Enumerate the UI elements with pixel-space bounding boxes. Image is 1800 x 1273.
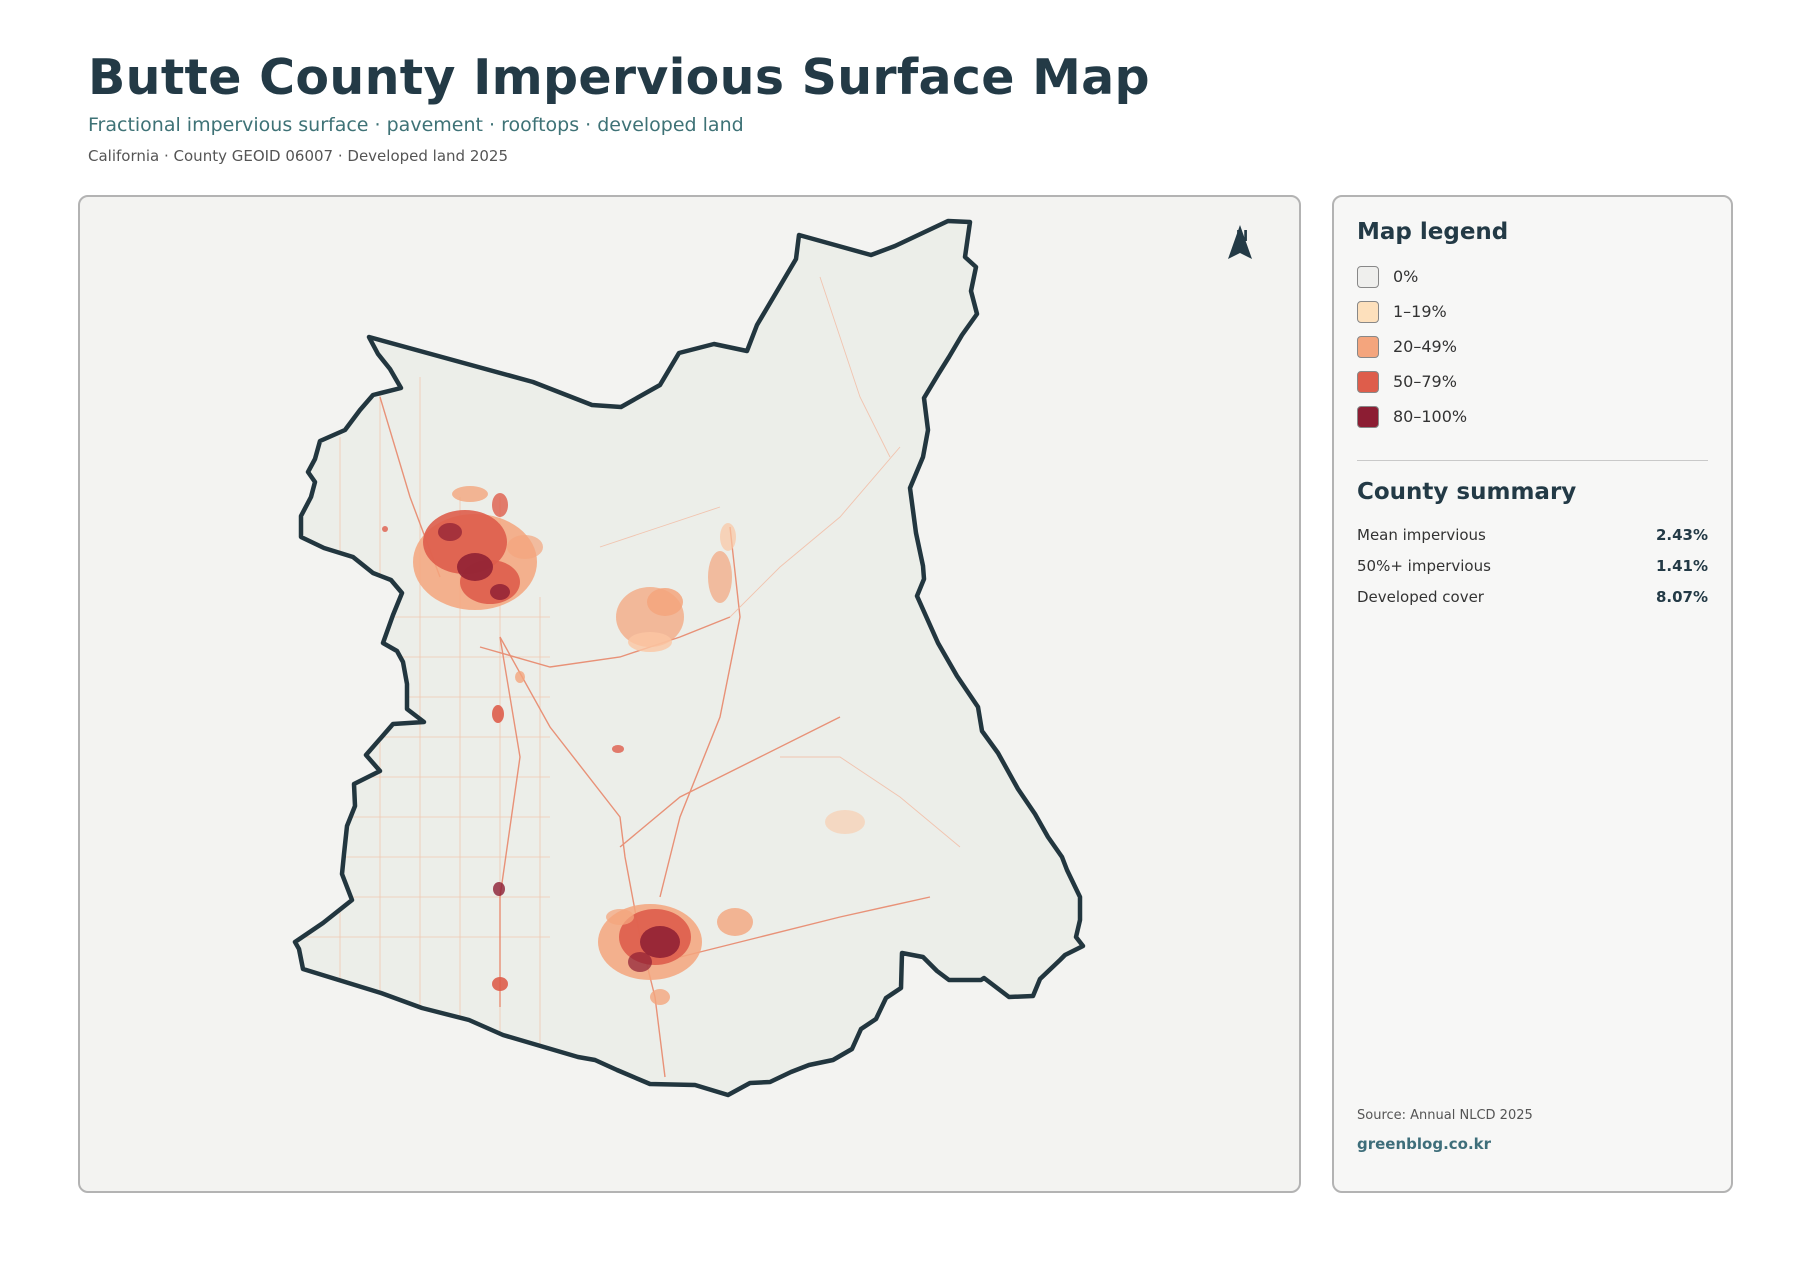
legend-swatch <box>1357 300 1379 323</box>
legend-item: 1–19% <box>1357 294 1708 329</box>
legend-label: 1–19% <box>1393 302 1447 321</box>
summary-title: County summary <box>1357 479 1577 505</box>
divider <box>1357 460 1708 461</box>
legend-item: 20–49% <box>1357 329 1708 364</box>
legend-item: 80–100% <box>1357 399 1708 434</box>
county-boundary <box>292 218 1086 1098</box>
summary-rows: Mean impervious 2.43% 50%+ impervious 1.41%… <box>1357 519 1708 612</box>
legend-label: 20–49% <box>1393 337 1457 356</box>
legend-label: 80–100% <box>1393 407 1468 426</box>
summary-value: 8.07% <box>1655 587 1708 606</box>
legend-swatch <box>1357 265 1379 288</box>
summary-value: 1.41% <box>1655 556 1708 575</box>
summary-label: Developed cover <box>1357 587 1484 606</box>
county-map <box>292 218 1086 1098</box>
legend-swatch <box>1357 405 1379 428</box>
legend-label: 50–79% <box>1393 372 1457 391</box>
legend-swatch <box>1357 370 1379 393</box>
summary-value: 2.43% <box>1655 525 1708 544</box>
legend-label: 0% <box>1393 267 1419 286</box>
north-arrow: N <box>1227 225 1257 259</box>
page-subtitle: Fractional impervious surface · pavement… <box>88 114 744 136</box>
county-land <box>295 221 1083 1095</box>
summary-row: Developed cover 8.07% <box>1357 581 1708 612</box>
urban-area-chico <box>413 486 543 610</box>
legend-item: 50–79% <box>1357 364 1708 399</box>
urban-area-oroville <box>598 904 753 1005</box>
summary-row: 50%+ impervious 1.41% <box>1357 550 1708 581</box>
summary-label: Mean impervious <box>1357 525 1486 544</box>
page-title: Butte County Impervious Surface Map <box>88 49 1150 106</box>
legend-item: 0% <box>1357 259 1708 294</box>
source-note: Source: Annual NLCD 2025 <box>1357 1108 1533 1123</box>
map-panel: N <box>78 195 1301 1193</box>
legend-swatch <box>1357 335 1379 358</box>
urban-area-paradise <box>616 523 736 652</box>
page-meta: California · County GEOID 06007 · Develo… <box>88 147 508 165</box>
header: Butte County Impervious Surface Map Frac… <box>88 48 1150 165</box>
legend-list: 0% 1–19% 20–49% 50–79% 80–100% <box>1357 259 1708 434</box>
legend-title: Map legend <box>1357 219 1509 245</box>
summary-row: Mean impervious 2.43% <box>1357 519 1708 550</box>
footer: Source: Annual NLCD 2025 greenblog.co.kr <box>1357 1108 1533 1153</box>
side-panel: Map legend 0% 1–19% 20–49% 50–79% 80–100% Co… <box>1332 195 1733 1193</box>
north-arrow-icon <box>1228 225 1252 259</box>
summary-label: 50%+ impervious <box>1357 556 1491 575</box>
brand-link[interactable]: greenblog.co.kr <box>1357 1135 1492 1153</box>
